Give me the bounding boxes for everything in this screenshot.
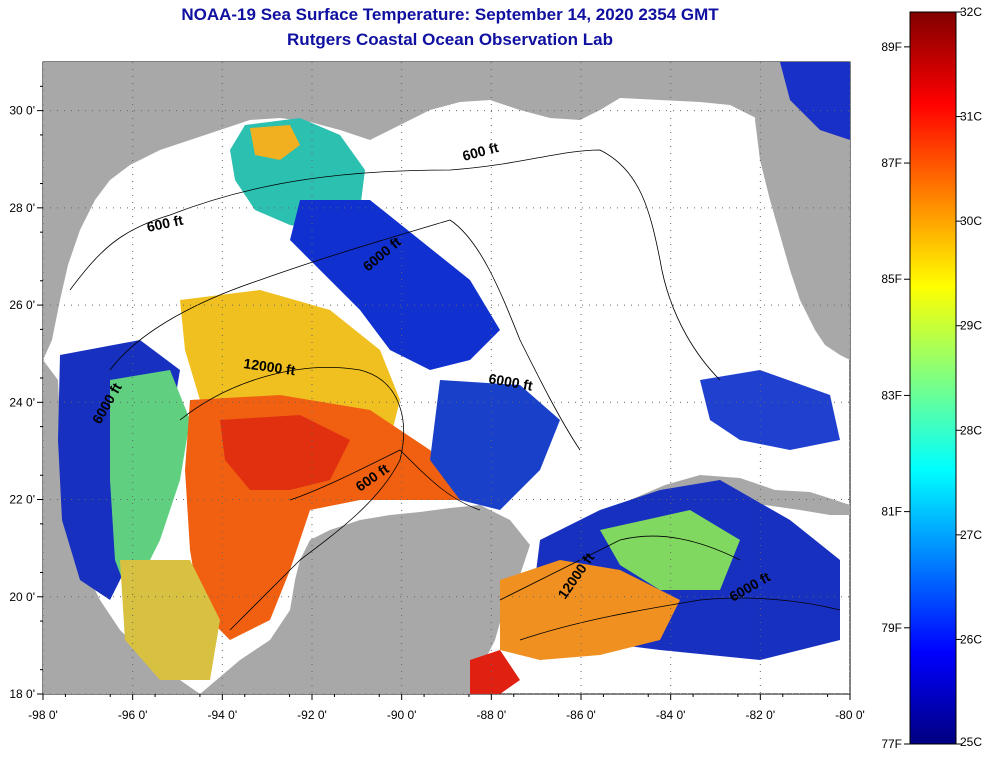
sst-patch-west-mid	[110, 370, 190, 600]
sst-patch-caribbean-orange	[500, 560, 680, 660]
land-layer	[43, 62, 850, 694]
florida-landmass	[755, 62, 850, 360]
contour-label: 600 ft	[145, 212, 184, 235]
contour-600ft	[69, 149, 721, 381]
lon-tick-label: -92 0'	[297, 708, 327, 722]
lon-tick-label: -80 0'	[835, 708, 865, 722]
lon-tick-label: -84 0'	[656, 708, 686, 722]
contour-label: 12000 ft	[243, 355, 297, 378]
map-axes: -98 0' -96 0' -94 0' -92 0' -90 0' -88 0' -86 …	[9, 85, 865, 722]
sst-patch-east-blue	[430, 380, 560, 510]
lon-tick-label: -96 0'	[118, 708, 148, 722]
lat-tick-label: 30 0'	[9, 104, 35, 118]
colorbar-celsius-label: 27C	[960, 528, 982, 542]
contour-6000ft-caribbean	[519, 597, 841, 641]
colorbar-celsius-label: 30C	[960, 214, 982, 228]
chart-title: NOAA-19 Sea Surface Temperature: Septemb…	[181, 5, 719, 24]
colorbar-fahrenheit-label: 79F	[881, 621, 902, 635]
colorbar-fahrenheit-label: 77F	[881, 737, 902, 751]
sst-patch-caribbean-green	[600, 510, 740, 590]
lat-tick-label: 26 0'	[9, 298, 35, 312]
sst-patch-yucatan-red	[470, 650, 520, 694]
lat-tick-label: 28 0'	[9, 201, 35, 215]
sst-layer	[58, 62, 850, 694]
colorbar-fahrenheit-label: 85F	[881, 272, 902, 286]
lon-tick-label: -94 0'	[208, 708, 238, 722]
colorbar-fahrenheit-label: 87F	[881, 156, 902, 170]
colorbar-celsius-label: 26C	[960, 632, 982, 646]
colorbar: 32C 31C 30C 29C 28C 27C 26C 25C 89F 87F 85F 83F 81F 7…	[881, 5, 982, 751]
colorbar-celsius-label: 29C	[960, 319, 982, 333]
colorbar-celsius-label: 25C	[960, 735, 982, 749]
colorbar-celsius-label: 31C	[960, 110, 982, 124]
lon-tick-label: -90 0'	[387, 708, 417, 722]
sst-patch-south-yellow	[120, 560, 220, 680]
chart-subtitle: Rutgers Coastal Ocean Observation Lab	[287, 30, 613, 49]
yucatan-landmass	[200, 505, 530, 694]
colorbar-fahrenheit-label: 83F	[881, 388, 902, 402]
lon-tick-label: -98 0'	[28, 708, 58, 722]
mexico-landmass	[43, 360, 200, 694]
sst-patch-north-warm	[250, 125, 300, 160]
contour-6000ft	[109, 219, 581, 451]
colorbar-fahrenheit-label: 81F	[881, 505, 902, 519]
lat-tick-label: 20 0'	[9, 590, 35, 604]
lat-tick-label: 22 0'	[9, 493, 35, 507]
graticule	[43, 62, 850, 694]
contour-12000ft	[179, 367, 404, 631]
contour-label: 6000 ft	[487, 370, 534, 394]
sst-patch-north-blue	[290, 200, 500, 370]
sst-patch-central-core	[220, 415, 350, 490]
lon-tick-label: -86 0'	[566, 708, 596, 722]
lat-tick-label: 18 0'	[9, 687, 35, 701]
sst-patch-east-straits	[700, 370, 840, 450]
depth-contours	[69, 149, 841, 641]
lon-tick-label: -88 0'	[477, 708, 507, 722]
colorbar-fahrenheit-label: 89F	[881, 40, 902, 54]
lat-tick-label: 24 0'	[9, 395, 35, 409]
colorbar-gradient	[909, 11, 957, 745]
colorbar-celsius-label: 28C	[960, 423, 982, 437]
contour-12000ft-caribbean	[499, 535, 741, 601]
lon-tick-label: -82 0'	[746, 708, 776, 722]
contour-600ft-campeche	[289, 449, 481, 511]
colorbar-celsius-label: 32C	[960, 5, 982, 19]
sst-patch-atlantic	[780, 62, 850, 140]
